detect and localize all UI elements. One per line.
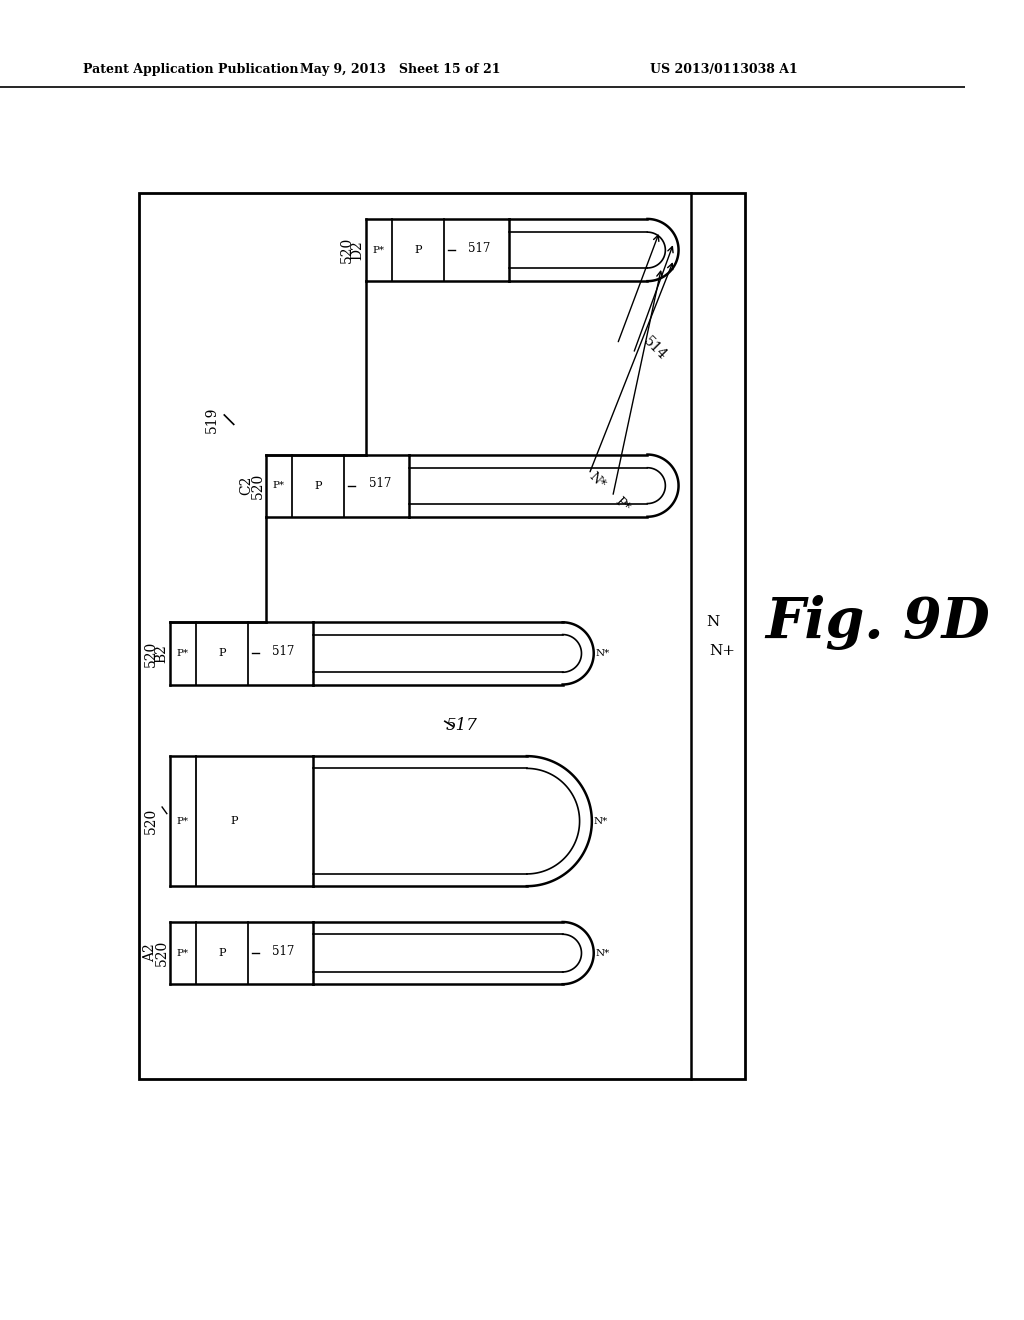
Text: N*: N*	[596, 649, 610, 657]
Bar	[139, 194, 744, 1080]
Text: N*: N*	[594, 817, 608, 825]
Text: 520: 520	[144, 808, 159, 834]
Text: P: P	[218, 648, 225, 659]
Text: N: N	[707, 615, 720, 630]
Text: P: P	[314, 480, 322, 491]
Text: 520: 520	[339, 236, 353, 263]
Text: Patent Application Publication: Patent Application Publication	[83, 62, 298, 75]
Text: P: P	[218, 948, 225, 958]
Text: P: P	[415, 246, 422, 255]
Text: P*: P*	[177, 817, 188, 825]
Text: 517: 517	[369, 478, 391, 490]
Text: N+: N+	[710, 644, 735, 657]
Text: Fig. 9D: Fig. 9D	[765, 595, 990, 649]
Text: 514: 514	[641, 335, 670, 363]
Text: 517: 517	[272, 945, 295, 958]
Text: US 2013/0113038 A1: US 2013/0113038 A1	[650, 62, 798, 75]
Text: 520: 520	[251, 473, 265, 499]
Text: P*: P*	[177, 649, 188, 657]
Text: D2: D2	[351, 240, 365, 260]
Text: 517: 517	[272, 645, 295, 657]
Text: 520: 520	[143, 640, 158, 667]
Text: P*: P*	[612, 495, 632, 515]
Text: P*: P*	[373, 246, 385, 255]
Text: 517: 517	[445, 718, 478, 734]
Text: May 9, 2013   Sheet 15 of 21: May 9, 2013 Sheet 15 of 21	[300, 62, 501, 75]
Text: P: P	[230, 816, 238, 826]
Text: 520: 520	[155, 940, 169, 966]
Text: C2: C2	[240, 477, 254, 495]
Text: N*: N*	[586, 470, 607, 491]
Text: A2: A2	[143, 944, 158, 962]
Text: B2: B2	[155, 644, 169, 663]
Text: 517: 517	[468, 242, 490, 255]
Text: P*: P*	[273, 482, 285, 490]
Text: P*: P*	[177, 949, 188, 957]
Text: N*: N*	[596, 949, 610, 957]
Text: 519: 519	[205, 407, 219, 433]
